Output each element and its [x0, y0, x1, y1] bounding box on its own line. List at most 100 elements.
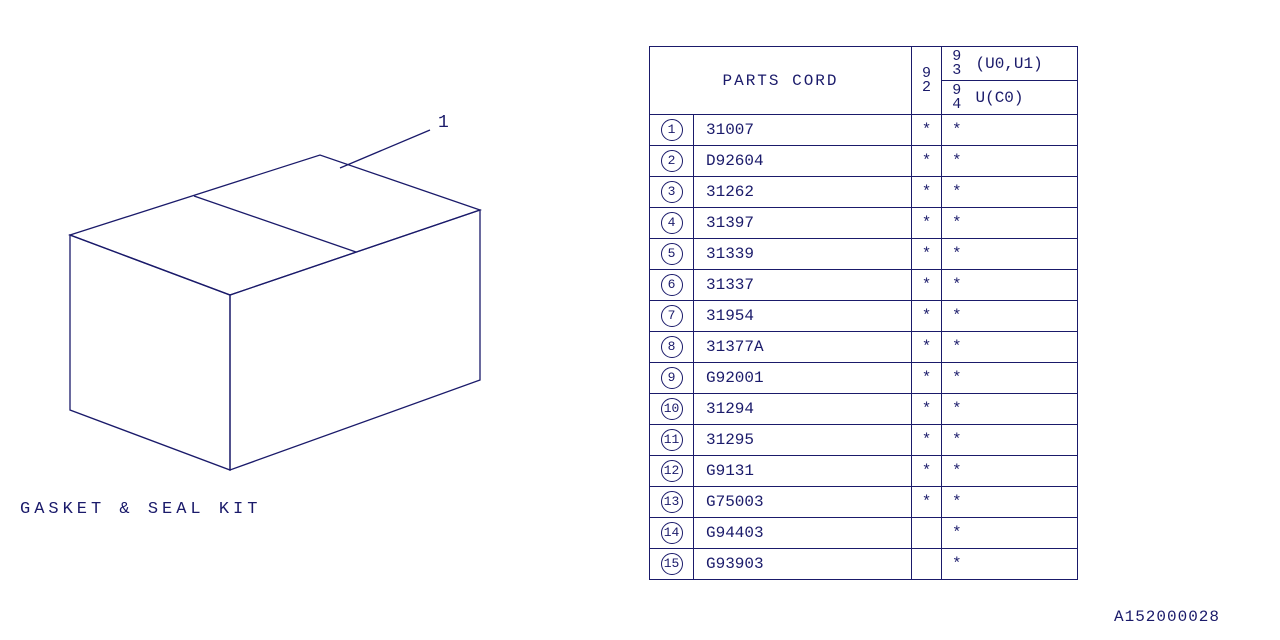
part-code: G75003: [694, 487, 912, 518]
table-row: 14 G94403 *: [650, 518, 1078, 549]
col-notes: [972, 301, 1078, 332]
col-92-mark: *: [912, 301, 942, 332]
col-notes: [972, 518, 1078, 549]
circled-number: 4: [661, 212, 683, 234]
row-number: 13: [650, 487, 694, 518]
circled-number: 14: [661, 522, 683, 544]
col-92-mark: [912, 518, 942, 549]
table-row: 2D92604**: [650, 146, 1078, 177]
col-93-mark: *: [942, 363, 972, 394]
col-notes: [972, 332, 1078, 363]
col-93-mark: *: [942, 425, 972, 456]
row-number: 4: [650, 208, 694, 239]
circled-number: 13: [661, 491, 683, 513]
table-row: 131007**: [650, 115, 1078, 146]
col-92-mark: *: [912, 239, 942, 270]
col-93-mark: *: [942, 239, 972, 270]
col-notes: [972, 363, 1078, 394]
col-93-mark: *: [942, 332, 972, 363]
col-93-mark: *: [942, 115, 972, 146]
table-row: 9G92001**: [650, 363, 1078, 394]
col-notes: [972, 270, 1078, 301]
col-92-mark: *: [912, 487, 942, 518]
col-notes: [972, 487, 1078, 518]
circled-number: 2: [661, 150, 683, 172]
circled-number: 9: [661, 367, 683, 389]
header-col-92: 92: [912, 47, 942, 115]
row-number: 7: [650, 301, 694, 332]
col-notes: [972, 394, 1078, 425]
col-92-mark: *: [912, 208, 942, 239]
circled-number: 10: [661, 398, 683, 420]
footer-code: A152000028: [1114, 608, 1220, 626]
parts-table: PARTS CORD 92 93 (U0,U1) 94 U(C0) 131007…: [649, 46, 1078, 580]
table-row: 631337**: [650, 270, 1078, 301]
row-number: 15: [650, 549, 694, 580]
parts-table-body: 131007**2D92604**331262**431397**531339*…: [650, 115, 1078, 580]
part-code: 31262: [694, 177, 912, 208]
circled-number: 11: [661, 429, 683, 451]
part-code: G93903: [694, 549, 912, 580]
circled-number: 12: [661, 460, 683, 482]
col-notes: [972, 146, 1078, 177]
part-code: G94403: [694, 518, 912, 549]
header-col-93: 93: [942, 47, 972, 81]
col-92-mark: *: [912, 332, 942, 363]
col-92-mark: *: [912, 363, 942, 394]
col-93-mark: *: [942, 456, 972, 487]
col-notes: [972, 208, 1078, 239]
table-row: 13G75003**: [650, 487, 1078, 518]
col-notes: [972, 239, 1078, 270]
table-row: 331262**: [650, 177, 1078, 208]
row-number: 6: [650, 270, 694, 301]
col-93-mark: *: [942, 487, 972, 518]
row-number: 14: [650, 518, 694, 549]
col-92-mark: *: [912, 146, 942, 177]
row-number: 11: [650, 425, 694, 456]
row-number: 12: [650, 456, 694, 487]
col-93-mark: *: [942, 518, 972, 549]
header-note-bot: U(C0): [972, 81, 1078, 115]
col-93-mark: *: [942, 208, 972, 239]
table-row: 1131295**: [650, 425, 1078, 456]
col-92-mark: *: [912, 394, 942, 425]
part-code: 31294: [694, 394, 912, 425]
table-row: 12G9131**: [650, 456, 1078, 487]
part-code: 31377A: [694, 332, 912, 363]
table-row: 531339**: [650, 239, 1078, 270]
header-parts-cord: PARTS CORD: [650, 47, 912, 115]
circled-number: 3: [661, 181, 683, 203]
part-code: 31295: [694, 425, 912, 456]
col-notes: [972, 549, 1078, 580]
row-number: 10: [650, 394, 694, 425]
col-93-mark: *: [942, 301, 972, 332]
circled-number: 5: [661, 243, 683, 265]
col-notes: [972, 456, 1078, 487]
part-code: G92001: [694, 363, 912, 394]
circled-number: 1: [661, 119, 683, 141]
part-code: 31339: [694, 239, 912, 270]
col-92-mark: *: [912, 425, 942, 456]
col-notes: [972, 115, 1078, 146]
table-row: 731954**: [650, 301, 1078, 332]
circled-number: 15: [661, 553, 683, 575]
header-note-top: (U0,U1): [972, 47, 1078, 81]
col-93-mark: *: [942, 177, 972, 208]
row-number: 3: [650, 177, 694, 208]
col-notes: [972, 425, 1078, 456]
col-92-mark: [912, 549, 942, 580]
part-code: G9131: [694, 456, 912, 487]
col-93-mark: *: [942, 146, 972, 177]
col-92-mark: *: [912, 115, 942, 146]
part-code: 31337: [694, 270, 912, 301]
part-code: 31007: [694, 115, 912, 146]
col-notes: [972, 177, 1078, 208]
table-row: 15G93903*: [650, 549, 1078, 580]
header-col-94: 94: [942, 81, 972, 115]
table-row: 431397**: [650, 208, 1078, 239]
table-row: 1031294**: [650, 394, 1078, 425]
row-number: 2: [650, 146, 694, 177]
part-code: D92604: [694, 146, 912, 177]
table-row: 831377A**: [650, 332, 1078, 363]
col-93-mark: *: [942, 270, 972, 301]
